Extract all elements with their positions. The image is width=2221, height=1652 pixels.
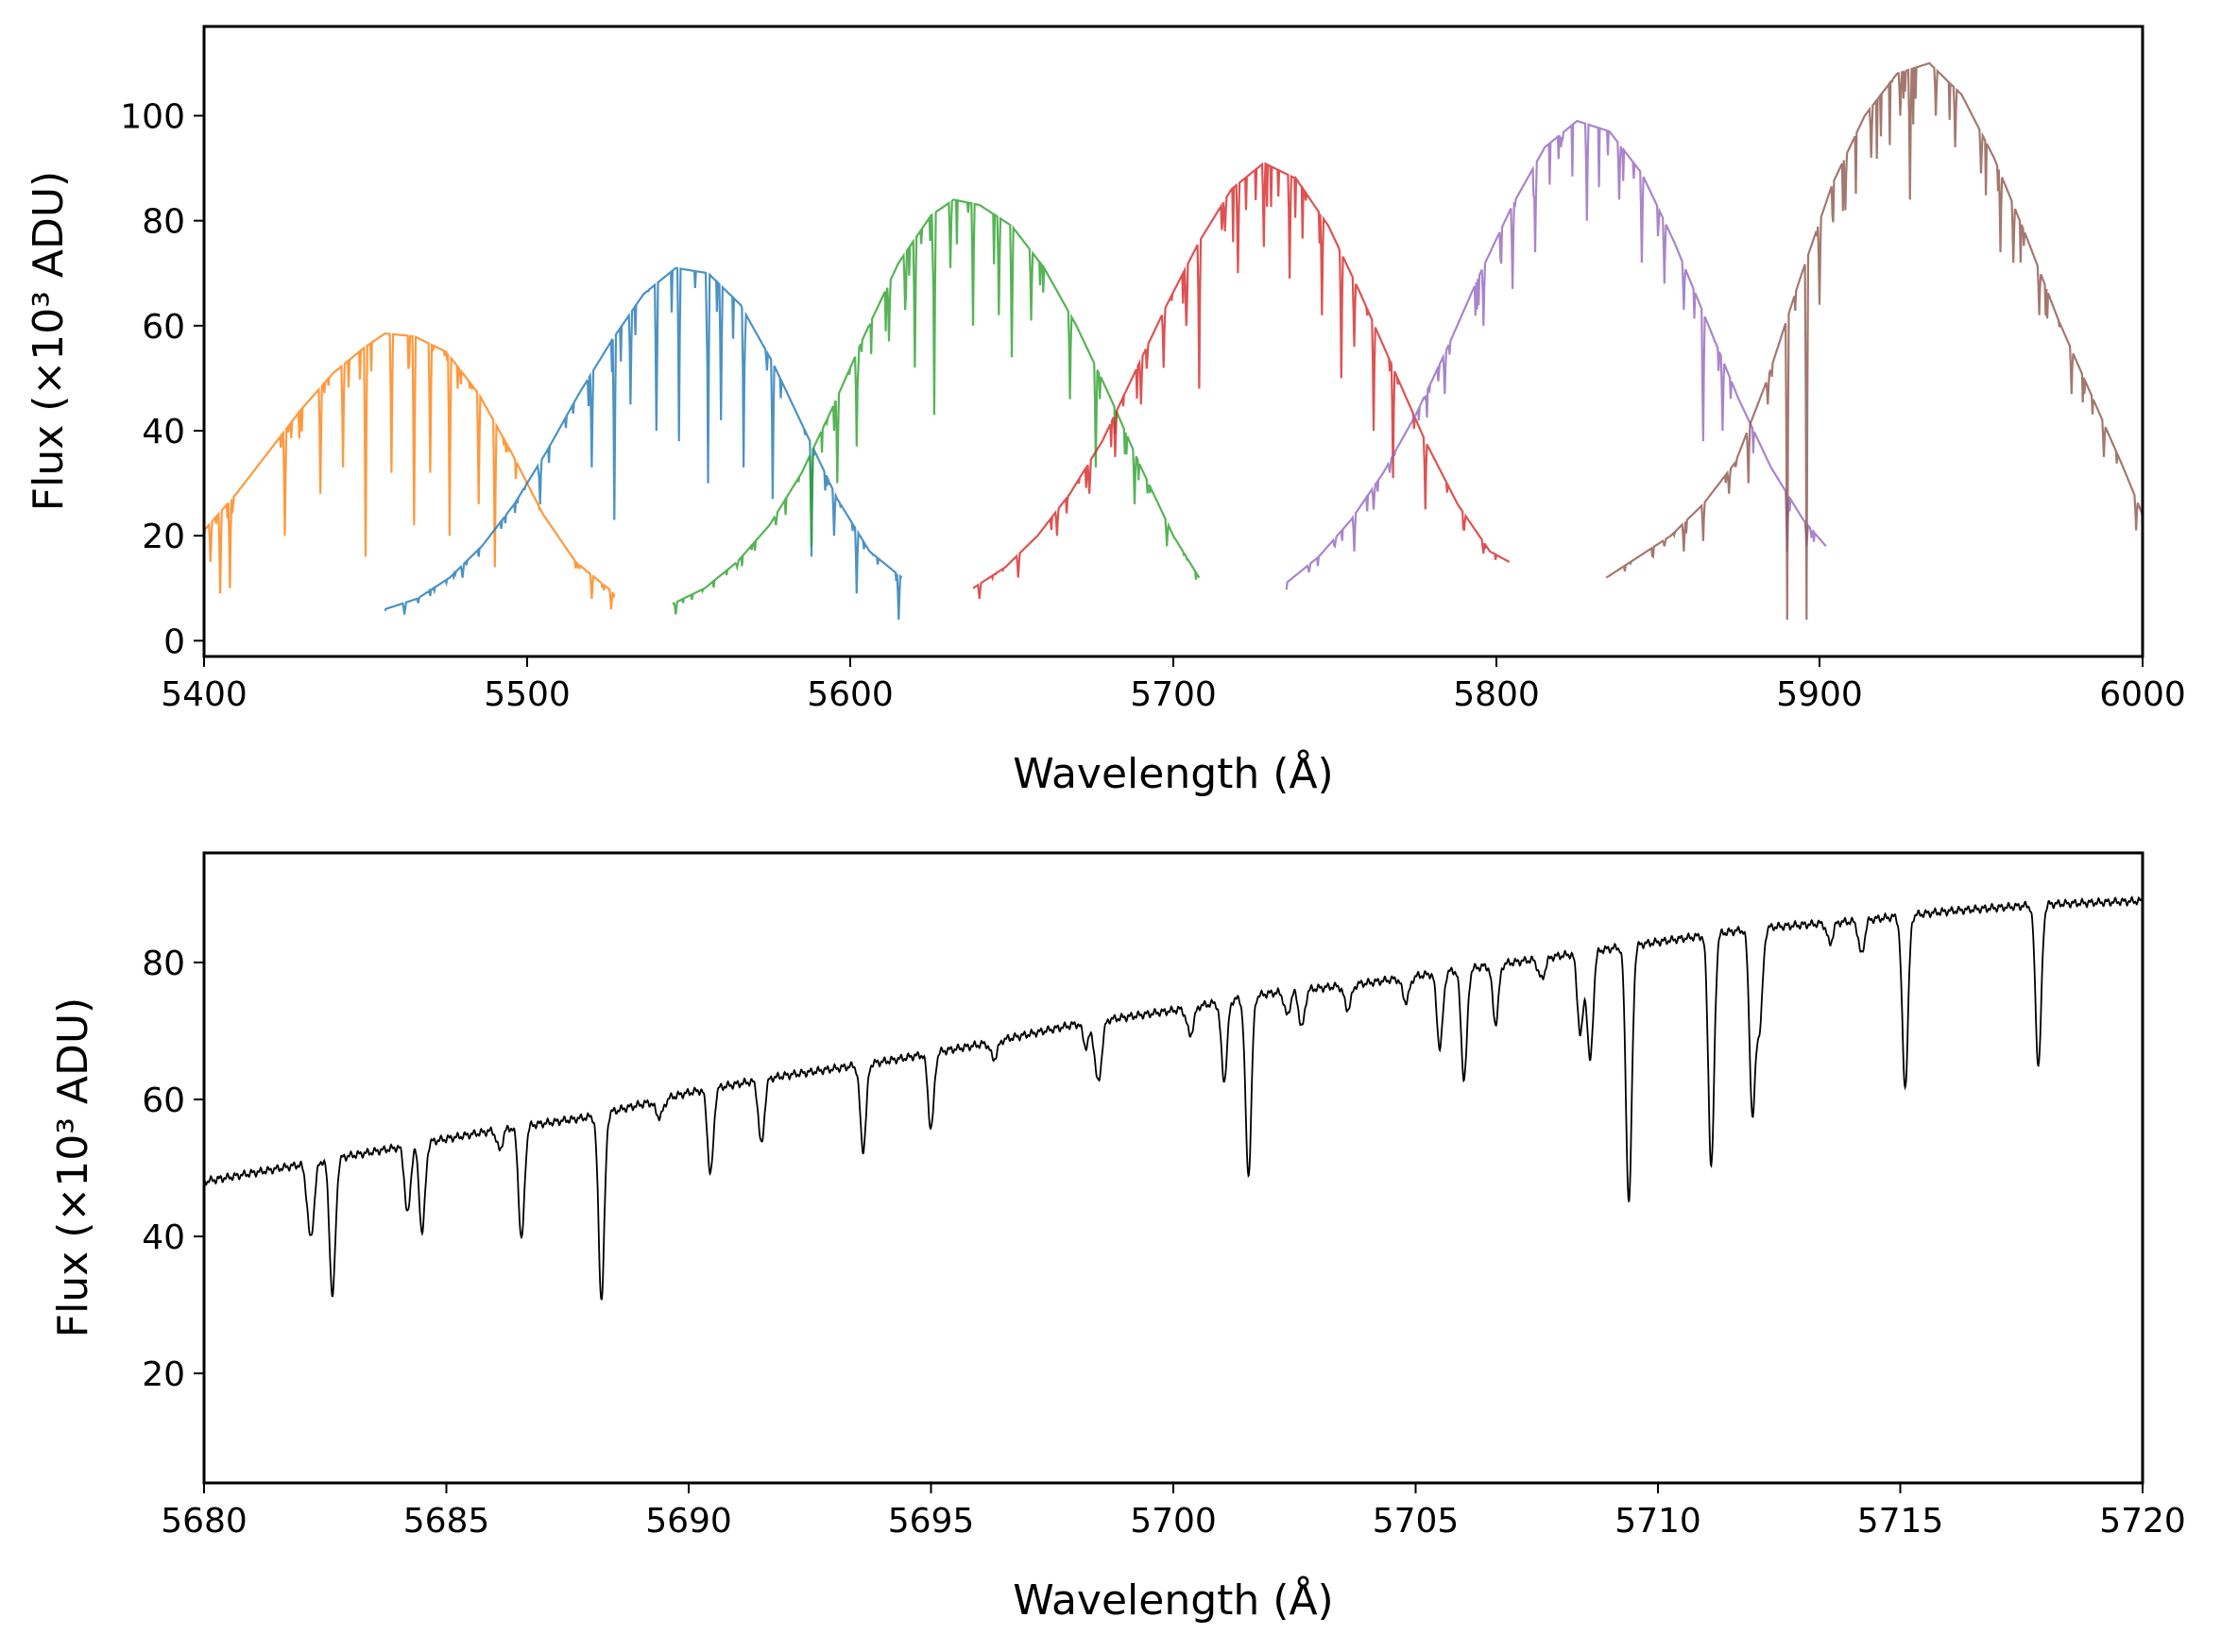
spectral-order-5-line	[1285, 119, 1827, 590]
x-tick-label: 5685	[403, 1502, 490, 1541]
spectral-order-4-line	[972, 162, 1511, 600]
x-tick-label: 5690	[645, 1502, 732, 1541]
x-tick-label: 5720	[2099, 1502, 2186, 1541]
x-tick-label: 5715	[1857, 1502, 1944, 1541]
spectral-order-1-line	[202, 332, 616, 610]
x-tick-label: 6000	[2099, 675, 2186, 714]
x-tick-label: 5700	[1130, 675, 1217, 714]
bottom-plot-area	[203, 895, 2144, 1301]
y-tick-label: 20	[142, 1355, 185, 1394]
x-tick-label: 5695	[888, 1502, 975, 1541]
y-tick-label: 0	[163, 622, 185, 661]
x-tick-label: 5705	[1373, 1502, 1460, 1541]
spectrum-line	[203, 895, 2144, 1301]
x-tick-label: 5700	[1130, 1502, 1217, 1541]
x-tick-label: 5500	[484, 675, 571, 714]
bottom-panel: 5680 5685 5690 5695 5700 5705 5710 5715 5720 20 4…	[49, 851, 2186, 1625]
y-tick-label: 80	[142, 203, 185, 242]
x-tick-label: 5800	[1453, 675, 1540, 714]
x-tick-label: 5600	[807, 675, 894, 714]
top-plot-area	[202, 61, 2144, 621]
y-tick-label: 100	[120, 97, 185, 136]
top-panel: 5400 5500 5600 5700 5800 5900 6000 0 20 40 60 80 10…	[25, 25, 2186, 798]
top-y-axis-label: Flux (×10³ ADU)	[25, 171, 73, 511]
y-tick-label: 20	[142, 518, 185, 556]
top-x-axis-label: Wavelength (Å)	[1013, 748, 1333, 798]
spectral-order-6-line	[1605, 61, 2144, 621]
top-y-ticks: 0 20 40 60 80 100	[120, 97, 204, 661]
y-tick-label: 40	[142, 413, 185, 451]
bottom-y-ticks: 20 40 60 80	[142, 945, 204, 1394]
top-x-ticks: 5400 5500 5600 5700 5800 5900 6000	[161, 656, 2186, 714]
spectral-order-3-line	[672, 198, 1201, 615]
y-tick-label: 40	[142, 1218, 185, 1257]
bottom-x-ticks: 5680 5685 5690 5695 5700 5705 5710 5715 5720	[161, 1483, 2186, 1541]
x-tick-label: 5710	[1614, 1502, 1701, 1541]
bottom-x-axis-label: Wavelength (Å)	[1013, 1575, 1333, 1625]
spectral-order-2-line	[384, 266, 903, 621]
x-tick-label: 5400	[161, 675, 248, 714]
x-tick-label: 5680	[161, 1502, 248, 1541]
x-tick-label: 5900	[1776, 675, 1863, 714]
y-tick-label: 60	[142, 308, 185, 347]
y-tick-label: 80	[142, 945, 185, 983]
bottom-y-axis-label: Flux (×10³ ADU)	[49, 997, 97, 1337]
y-tick-label: 60	[142, 1081, 185, 1120]
